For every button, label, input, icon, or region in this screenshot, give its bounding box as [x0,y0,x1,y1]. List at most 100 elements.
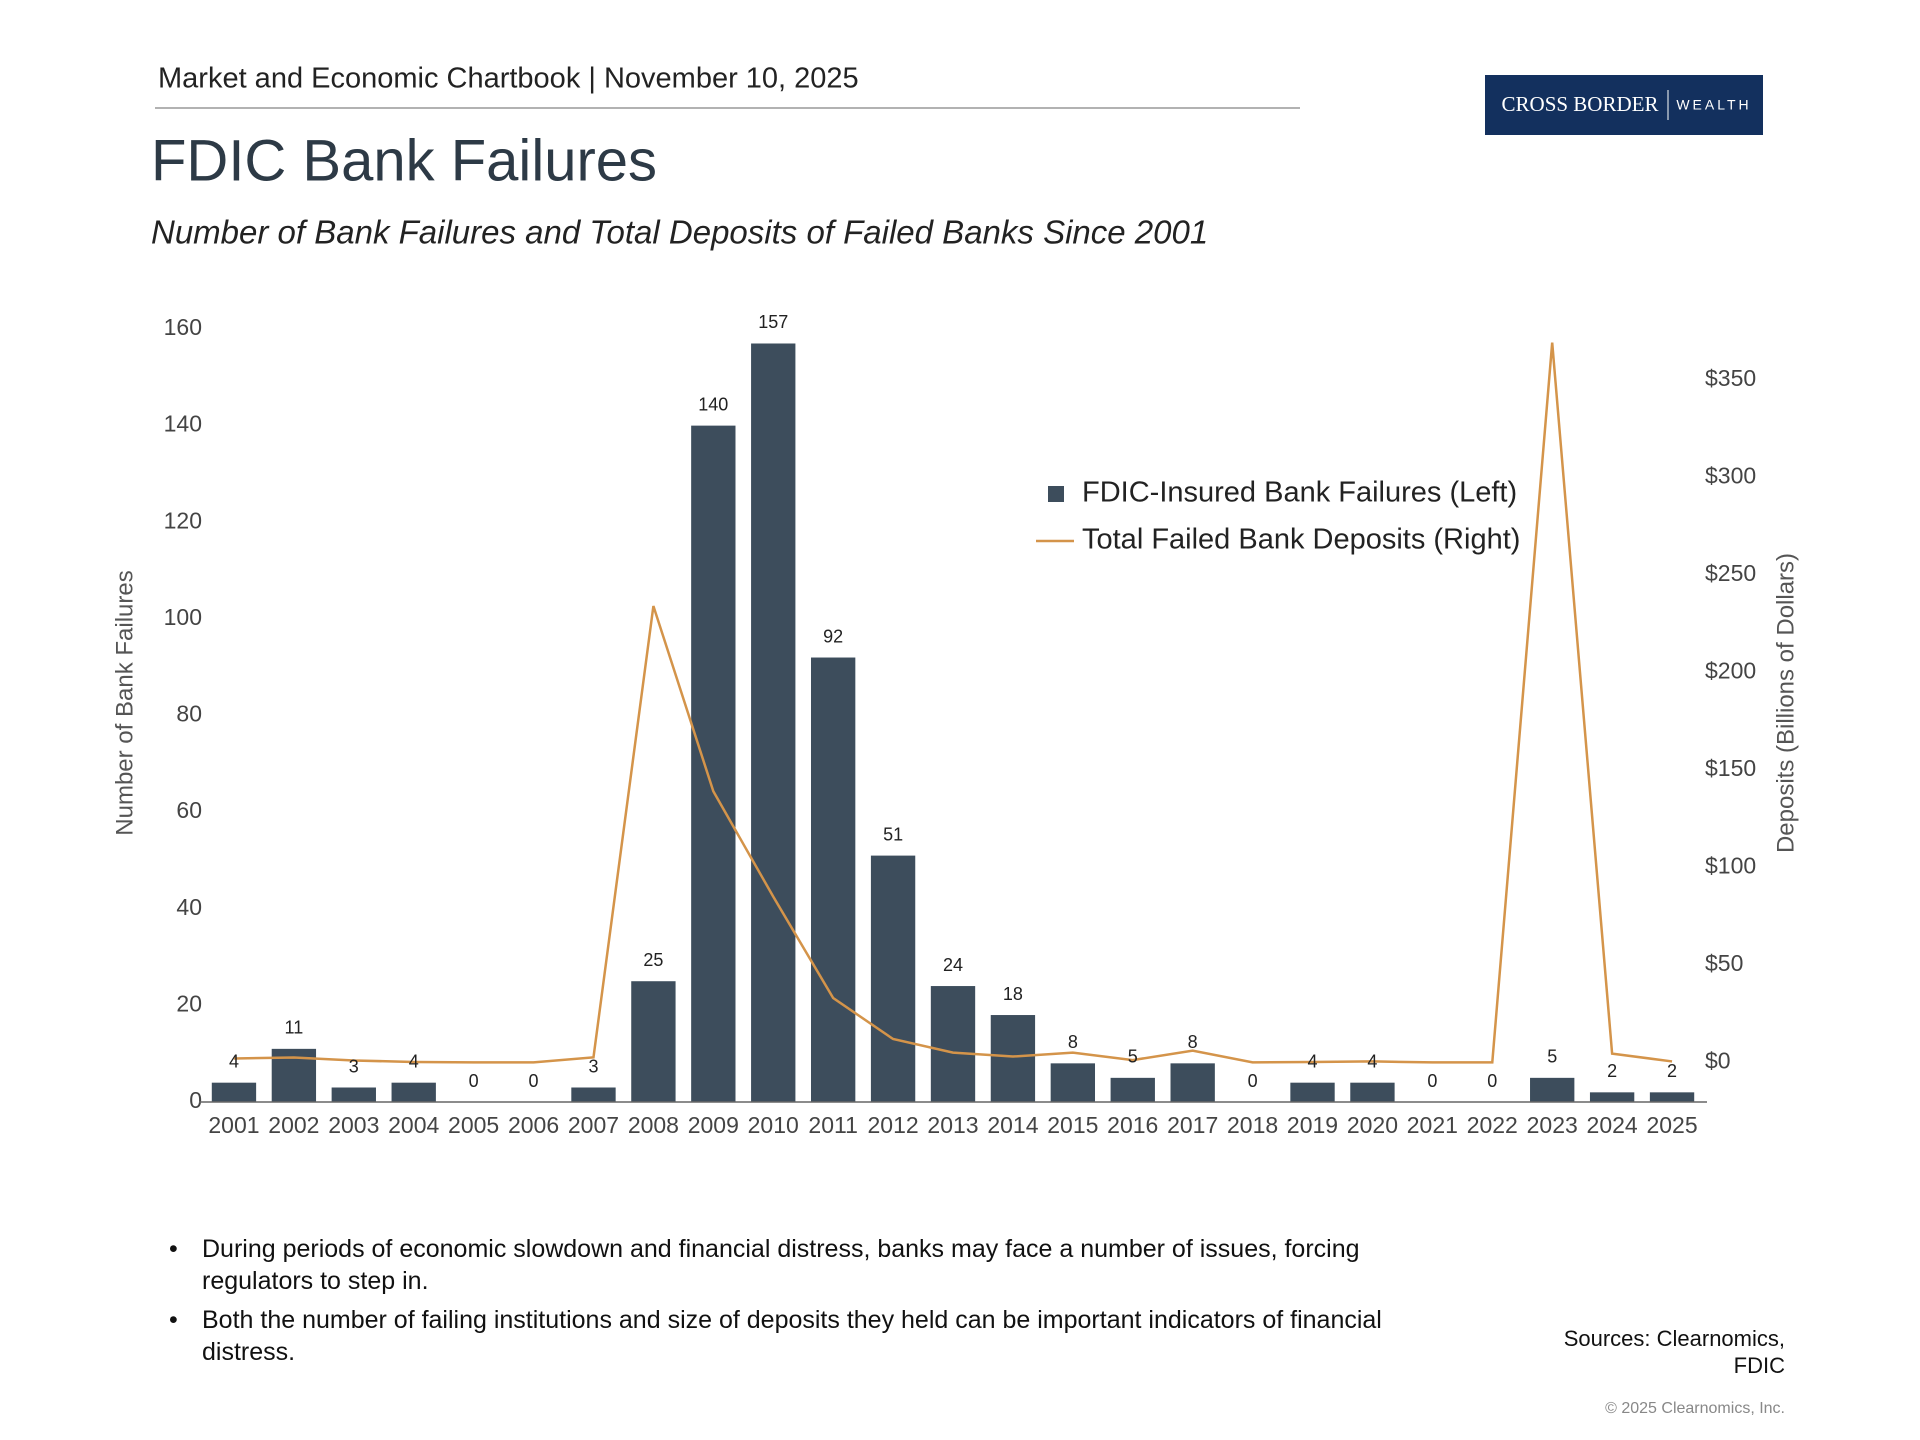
data-label: 25 [643,950,663,970]
logo-box [1485,75,1763,135]
y2-tick-label: $200 [1705,657,1756,683]
logo-brand: CROSS BORDER [1502,92,1659,116]
x-tick-label: 2007 [568,1112,619,1138]
x-tick-label: 2006 [508,1112,559,1138]
data-label: 2 [1607,1061,1617,1081]
legend-label: Total Failed Bank Deposits (Right) [1082,524,1520,556]
x-tick-label: 2010 [748,1112,799,1138]
bar [810,657,856,1102]
x-tick-label: 2004 [388,1112,439,1138]
bar [930,986,976,1102]
bar [211,1082,257,1102]
bar [990,1015,1036,1102]
bar [1530,1077,1575,1102]
data-label: 5 [1128,1047,1138,1067]
copyright: © 2025 Clearnomics, Inc. [1605,1400,1785,1417]
y2-tick-label: $350 [1705,365,1756,391]
data-label: 4 [409,1051,419,1071]
bar [631,981,676,1102]
x-tick-label: 2024 [1587,1112,1638,1138]
bar [331,1087,376,1102]
x-tick-label: 2009 [688,1112,739,1138]
x-tick-label: 2018 [1227,1112,1278,1138]
y2-tick-label: $50 [1705,950,1743,976]
chartbook-header: Market and Economic Chartbook | November… [158,63,859,95]
data-label: 11 [285,1018,304,1038]
x-tick-label: 2022 [1467,1112,1518,1138]
bar [391,1082,436,1102]
bar [1110,1077,1155,1102]
data-label: 8 [1188,1032,1198,1052]
bullet: Both the number of failing institutions … [169,1304,1382,1368]
y-tick-label: 20 [176,990,202,1016]
bar [571,1087,616,1102]
x-tick-label: 2014 [987,1112,1038,1138]
x-tick-label: 2021 [1407,1112,1458,1138]
x-tick-label: 2017 [1167,1112,1218,1138]
y2-axis-title: Deposits (Billions of Dollars) [1772,553,1799,853]
data-label: 5 [1547,1047,1557,1067]
x-tick-label: 2020 [1347,1112,1398,1138]
data-label: 0 [1487,1071,1497,1091]
y-tick-label: 120 [164,507,202,533]
data-label: 18 [1003,984,1023,1004]
y2-tick-label: $150 [1705,755,1756,781]
bar [691,425,736,1102]
x-tick-label: 2019 [1287,1112,1338,1138]
y2-tick-label: $100 [1705,852,1756,878]
x-tick-label: 2012 [867,1112,918,1138]
x-tick-label: 2008 [628,1112,679,1138]
y-tick-label: 60 [176,797,202,823]
data-label: 140 [698,394,728,414]
bar [1170,1063,1215,1102]
data-label: 92 [823,626,843,646]
data-label: 157 [758,312,788,332]
bar [1649,1092,1695,1102]
data-label: 0 [1248,1071,1258,1091]
x-tick-label: 2023 [1527,1112,1578,1138]
x-tick-label: 2003 [328,1112,379,1138]
y-tick-label: 40 [176,894,202,920]
sources: Sources: Clearnomics, FDIC [1563,1326,1785,1378]
x-tick-label: 2002 [268,1112,319,1138]
data-label: 4 [229,1051,239,1071]
data-label: 3 [349,1056,359,1076]
chart-subtitle: Number of Bank Failures and Total Deposi… [151,214,1208,251]
bar [1050,1063,1096,1102]
data-label: 0 [529,1071,539,1091]
y-axis-title: Number of Bank Failures [111,570,138,835]
y-tick-label: 80 [176,701,202,727]
data-label: 4 [1308,1051,1318,1071]
x-tick-label: 2001 [208,1112,259,1138]
legend-swatch [1048,486,1064,502]
data-label: 51 [883,824,903,844]
legend-label: FDIC-Insured Bank Failures (Left) [1082,477,1517,509]
bar [751,343,796,1102]
data-label: 8 [1068,1032,1078,1052]
data-label: 0 [1427,1071,1437,1091]
y-tick-label: 0 [189,1087,202,1113]
bar [1350,1082,1395,1102]
y2-tick-label: $300 [1705,462,1756,488]
data-label: 2 [1667,1061,1677,1081]
bar [870,855,916,1102]
x-tick-label: 2011 [808,1112,857,1138]
data-label: 3 [588,1056,598,1076]
x-tick-label: 2005 [448,1112,499,1138]
data-label: 4 [1367,1051,1377,1071]
logo-tag: WEALTH [1676,97,1751,113]
y2-tick-label: $0 [1705,1047,1731,1073]
bar [1290,1082,1335,1102]
y-tick-label: 140 [164,411,202,437]
y-tick-label: 100 [164,604,202,630]
bullet: During periods of economic slowdown and … [169,1233,1382,1297]
x-tick-label: 2013 [927,1112,978,1138]
bar [1589,1092,1635,1102]
x-tick-label: 2015 [1047,1112,1098,1138]
chart-title: FDIC Bank Failures [151,128,657,193]
data-label: 0 [469,1071,479,1091]
x-tick-label: 2025 [1646,1112,1697,1138]
x-tick-label: 2016 [1107,1112,1158,1138]
